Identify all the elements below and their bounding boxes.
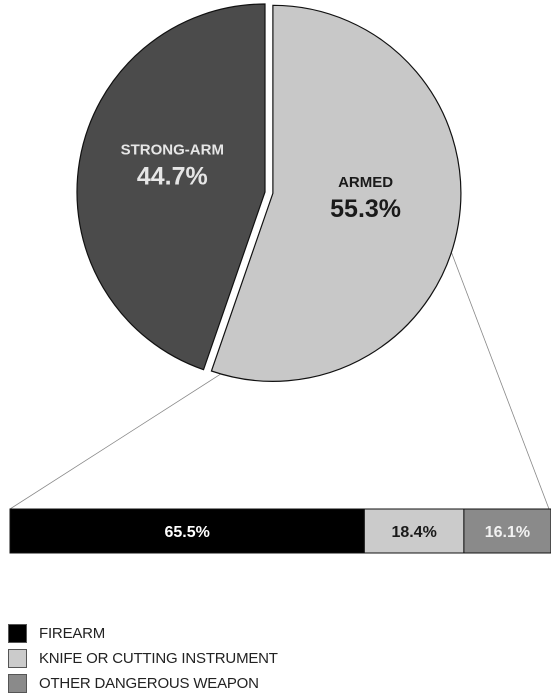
- pie-label-armed: ARMED: [338, 174, 393, 191]
- pie-label-strong-arm: STRONG-ARM: [121, 141, 224, 158]
- legend-swatch-firearm: [8, 623, 27, 643]
- legend-label-knife: KNIFE OR CUTTING INSTRUMENT: [39, 649, 278, 667]
- legend-label-other-weapon: OTHER DANGEROUS WEAPON: [39, 674, 259, 692]
- pie-value-armed: 55.3%: [330, 195, 401, 223]
- legend-swatch-knife: [8, 648, 27, 668]
- stacked-bar: 65.5% 18.4% 16.1%: [9, 508, 551, 554]
- legend-item-knife: KNIFE OR CUTTING INSTRUMENT: [8, 647, 278, 669]
- bar-segment-knife-or-cutting-instrument: [363, 508, 465, 554]
- pie-value-strong-arm: 44.7%: [137, 162, 208, 190]
- legend: FIREARM KNIFE OR CUTTING INSTRUMENT OTHE…: [8, 622, 278, 697]
- legend-label-firearm: FIREARM: [39, 624, 106, 642]
- legend-swatch-other-weapon: [8, 673, 27, 693]
- legend-item-firearm: FIREARM: [8, 622, 278, 644]
- bar-label-knife-or-cutting-instrument: 18.4%: [391, 524, 436, 541]
- pie-slice-strong-arm: [76, 3, 266, 371]
- pie-chart: ARMED 55.3% STRONG-ARM 44.7%: [76, 3, 462, 382]
- legend-item-other-weapon: OTHER DANGEROUS WEAPON: [8, 672, 278, 694]
- connector-line-left: [9, 373, 222, 510]
- bar-label-other-dangerous-weapon: 16.1%: [485, 524, 530, 541]
- bar-segment-firearm: [9, 508, 365, 554]
- connector-line-right: [449, 247, 550, 510]
- bar-label-firearm: 65.5%: [164, 524, 209, 541]
- connector-lines: [9, 247, 550, 510]
- bar-segment-other-dangerous-weapon: [463, 508, 551, 554]
- pie-slice-armed: [210, 4, 462, 382]
